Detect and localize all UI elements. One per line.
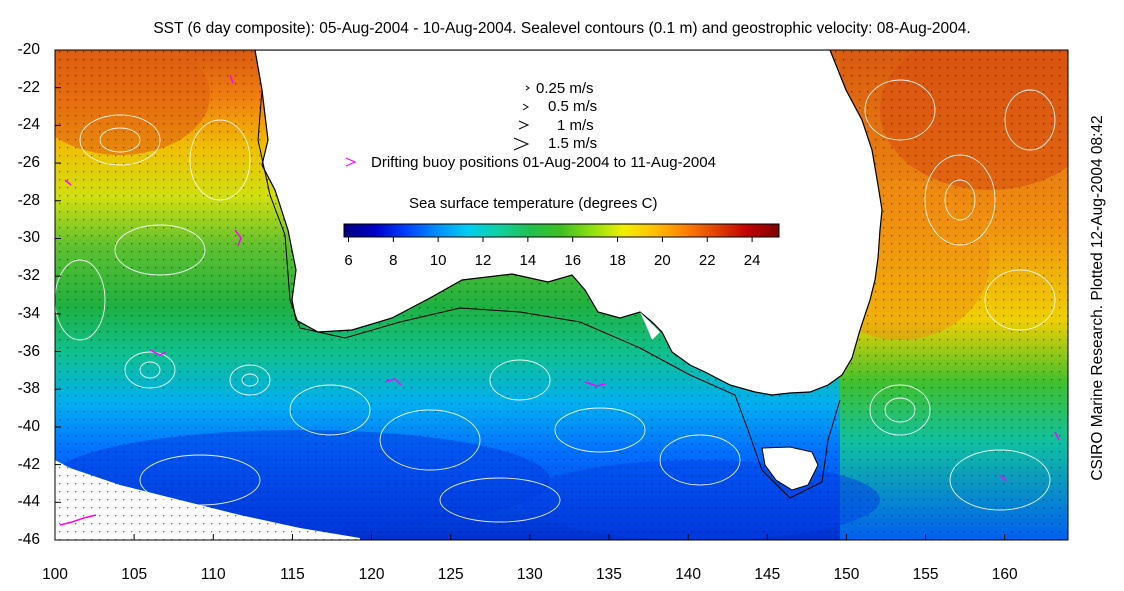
x-tick-label: 155 [912,566,939,583]
colorbar-tick-label: 18 [609,252,626,269]
x-tick-label: 115 [280,566,305,583]
colorbar-tick-label: 20 [654,252,671,269]
sealevel-contours [55,79,1056,523]
velocity-legend-0: 0.25 m/s [536,80,594,97]
y-tick-label: -38 [17,380,40,398]
buoy-legend-label: Drifting buoy positions 01-Aug-2004 to 1… [371,154,716,171]
x-tick-label: 130 [516,566,543,583]
arrow-medium-icon [522,103,529,111]
arrow-xlarge-icon [513,137,530,151]
colorbar-tick-label: 16 [564,252,582,269]
velocity-legend-1: 0.5 m/s [548,98,598,115]
sst-field [55,50,1068,540]
plot-frame [54,49,1069,541]
x-tick-label: 125 [437,566,464,583]
y-tick-label: -36 [17,342,40,360]
y-tick-label: -44 [17,493,40,511]
tasmania [761,446,819,491]
colorbar-tick-label: 22 [698,252,716,269]
colorbar-title: Sea surface temperature (degrees C) [409,195,658,212]
y-tick-label: -30 [17,229,40,247]
y-tick-label: -20 [17,41,40,58]
y-tick-label: -24 [17,116,40,134]
buoy-tracks [59,74,1060,526]
colorbar-tick-label: 6 [344,252,353,269]
x-tick-label: 100 [42,566,68,583]
y-tick-label: -28 [17,191,40,209]
x-tick-label: 145 [754,566,781,583]
colorbar-tick-label: 12 [474,252,492,269]
y-tick-label: -42 [17,455,40,473]
y-tick-label: -32 [17,267,40,285]
velocity-legend-3: 1.5 m/s [548,135,598,152]
y-tick-label: -34 [17,304,40,322]
colorbar-tick-label: 14 [519,252,537,269]
y-tick-label: -46 [17,531,40,548]
y-tick-label: -40 [17,417,40,435]
x-tick-label: 120 [358,566,385,583]
x-tick-label: 160 [991,566,1018,583]
x-tick-label: 150 [833,566,860,583]
buoy-legend-icon [345,157,357,167]
map-title: SST (6 day composite): 05-Aug-2004 - 10-… [153,20,971,37]
y-tick-label: -22 [17,78,40,96]
colorbar-tick-label: 24 [743,252,761,269]
velocity-legend-2: 1 m/s [557,117,594,134]
colorbar-tick-label: 10 [429,252,447,269]
x-tick-label: 110 [200,566,226,583]
x-tick-label: 135 [596,566,622,583]
x-tick-label: 105 [121,566,148,583]
y-tick-label: -26 [17,154,40,172]
arrow-small-icon [525,85,530,91]
colorbar [343,223,780,242]
arrow-large-icon [518,120,530,130]
colorbar-tick-label: 8 [389,252,398,269]
x-tick-label: 140 [675,566,702,583]
